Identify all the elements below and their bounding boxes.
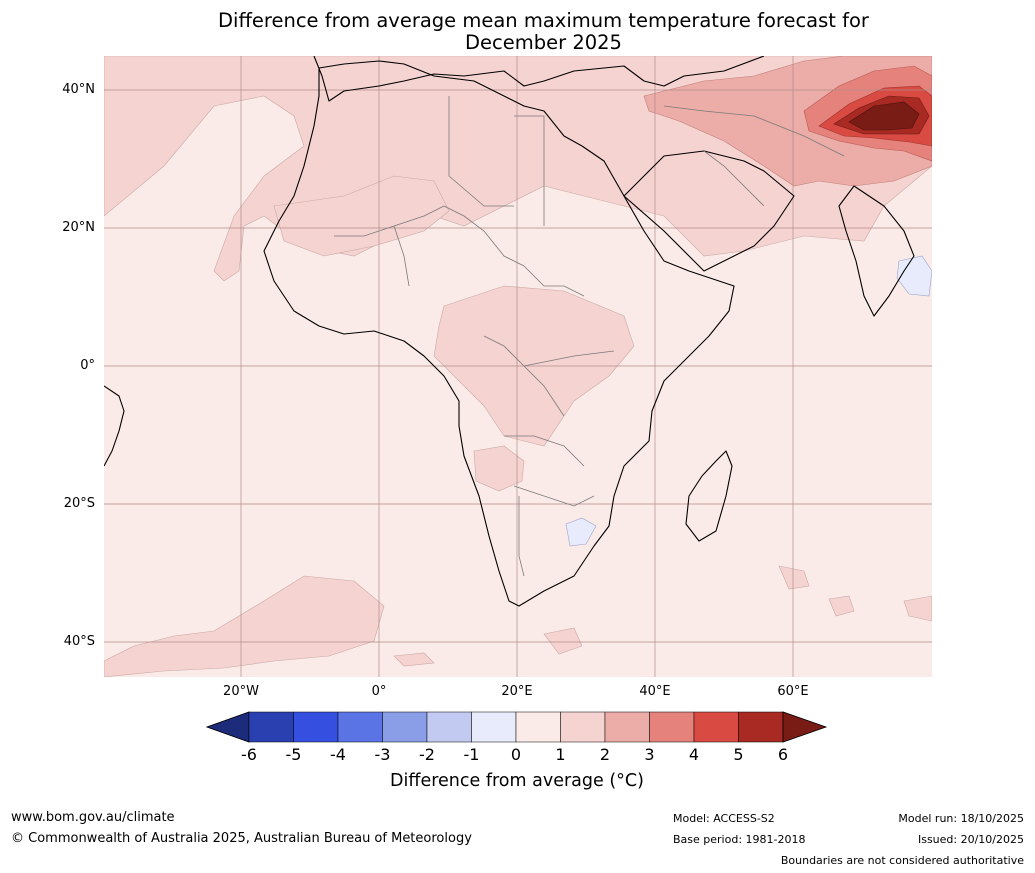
chart-title: Difference from average mean maximum tem… [0, 10, 1035, 54]
colorbar-segment [337, 711, 383, 743]
colorbar-tick-label: 3 [644, 745, 655, 764]
title-line-1: Difference from average mean maximum tem… [218, 9, 869, 32]
lat-label-40S: 40°S [63, 634, 95, 649]
lat-label-40N: 40°N [62, 82, 95, 97]
anomaly-band-1-2-small-4 [828, 595, 855, 617]
colorbar-segment [248, 711, 294, 743]
colorbar-tick-label: -2 [419, 745, 435, 764]
lon-label-20W: 20°W [223, 684, 259, 699]
border-3 [443, 205, 525, 267]
anomaly-negative-india [896, 255, 932, 297]
anomaly-band-1-2-south-atlantic [104, 575, 385, 677]
colorbar-extend-low [206, 711, 250, 743]
anomaly-band-1-2-small-3 [778, 565, 810, 590]
border-4 [523, 265, 585, 297]
colorbar-segment [382, 711, 428, 743]
colorbar-segment [560, 711, 606, 743]
colorbar-segment [515, 711, 561, 743]
colorbar-tick-label: 4 [688, 745, 700, 764]
colorbar [206, 711, 828, 743]
coast-south-america [104, 385, 125, 467]
lat-label-equator: 0° [80, 358, 95, 373]
colorbar-tick-label: 6 [777, 745, 789, 764]
lon-label-20E: 20°E [501, 684, 533, 699]
border-12 [703, 150, 765, 207]
anomaly-band-1-2-small-1 [543, 627, 583, 655]
anomaly-band-1-2-sahara [273, 175, 450, 257]
colorbar-label: Difference from average (°C) [390, 771, 644, 791]
coastlines [104, 56, 915, 607]
footer-issued: Issued: 20/10/2025 [917, 833, 1024, 846]
colorbar-segment [293, 711, 339, 743]
colorbar-tick-label: -5 [285, 745, 302, 764]
border-9 [504, 435, 585, 467]
colorbar-segment [604, 711, 650, 743]
coast-europe [313, 56, 765, 102]
anomaly-band-1-2-south-africa [473, 445, 525, 492]
colorbar-segment [471, 711, 517, 743]
map-svg [104, 56, 932, 677]
footer-base-period: Base period: 1981-2018 [673, 833, 806, 846]
border-2 [393, 225, 410, 287]
border-10 [513, 485, 595, 507]
coast-india [838, 185, 915, 317]
footer-model-run: Model run: 18/10/2025 [898, 812, 1024, 825]
colorbar-segment [426, 711, 472, 743]
coast-madagascar [685, 450, 733, 542]
colorbar-tick-label: 1 [555, 745, 566, 764]
colorbar-tick-label: -6 [241, 745, 257, 764]
anomaly-negative-southern-africa [565, 517, 597, 547]
title-line-2: December 2025 [465, 31, 622, 54]
colorbar-extend-high [782, 711, 828, 743]
lat-label-20N: 20°N [62, 220, 95, 235]
coast-arabia [623, 150, 795, 272]
colorbar-tick-label: 5 [733, 745, 744, 764]
lat-label-20S: 20°S [63, 496, 95, 511]
colorbar-tick-label: -1 [463, 745, 480, 764]
footer-disclaimer: Boundaries are not considered authoritat… [780, 854, 1024, 867]
lon-label-60E: 60°E [777, 684, 809, 699]
border-11 [518, 496, 525, 577]
colorbar-tick-label: -3 [374, 745, 391, 764]
lon-label-0: 0° [371, 684, 387, 699]
anomaly-band-6-plus [848, 101, 920, 131]
map-panel [104, 56, 932, 677]
anomaly-band-1-2-small-2 [393, 652, 435, 667]
coast-africa [263, 60, 735, 607]
border-13 [663, 105, 845, 157]
colorbar-tick-label: 2 [599, 745, 611, 764]
border-6 [514, 115, 545, 226]
country-borders [334, 96, 845, 577]
colorbar-segment [693, 711, 739, 743]
graticule [104, 56, 932, 677]
colorbar-tick-label: 0 [510, 745, 522, 764]
border-5 [448, 96, 514, 207]
footer-copyright: © Commonwealth of Australia 2025, Austra… [11, 831, 472, 846]
colorbar-segment [649, 711, 695, 743]
colorbar-tick-label: -4 [330, 745, 346, 764]
anomaly-band-1-2-small-5 [903, 595, 932, 622]
footer-model: Model: ACCESS-S2 [673, 812, 775, 825]
border-8 [523, 350, 615, 367]
colorbar-segment [738, 711, 784, 743]
lon-label-40E: 40°E [639, 684, 671, 699]
footer-website[interactable]: www.bom.gov.au/climate [11, 810, 175, 825]
